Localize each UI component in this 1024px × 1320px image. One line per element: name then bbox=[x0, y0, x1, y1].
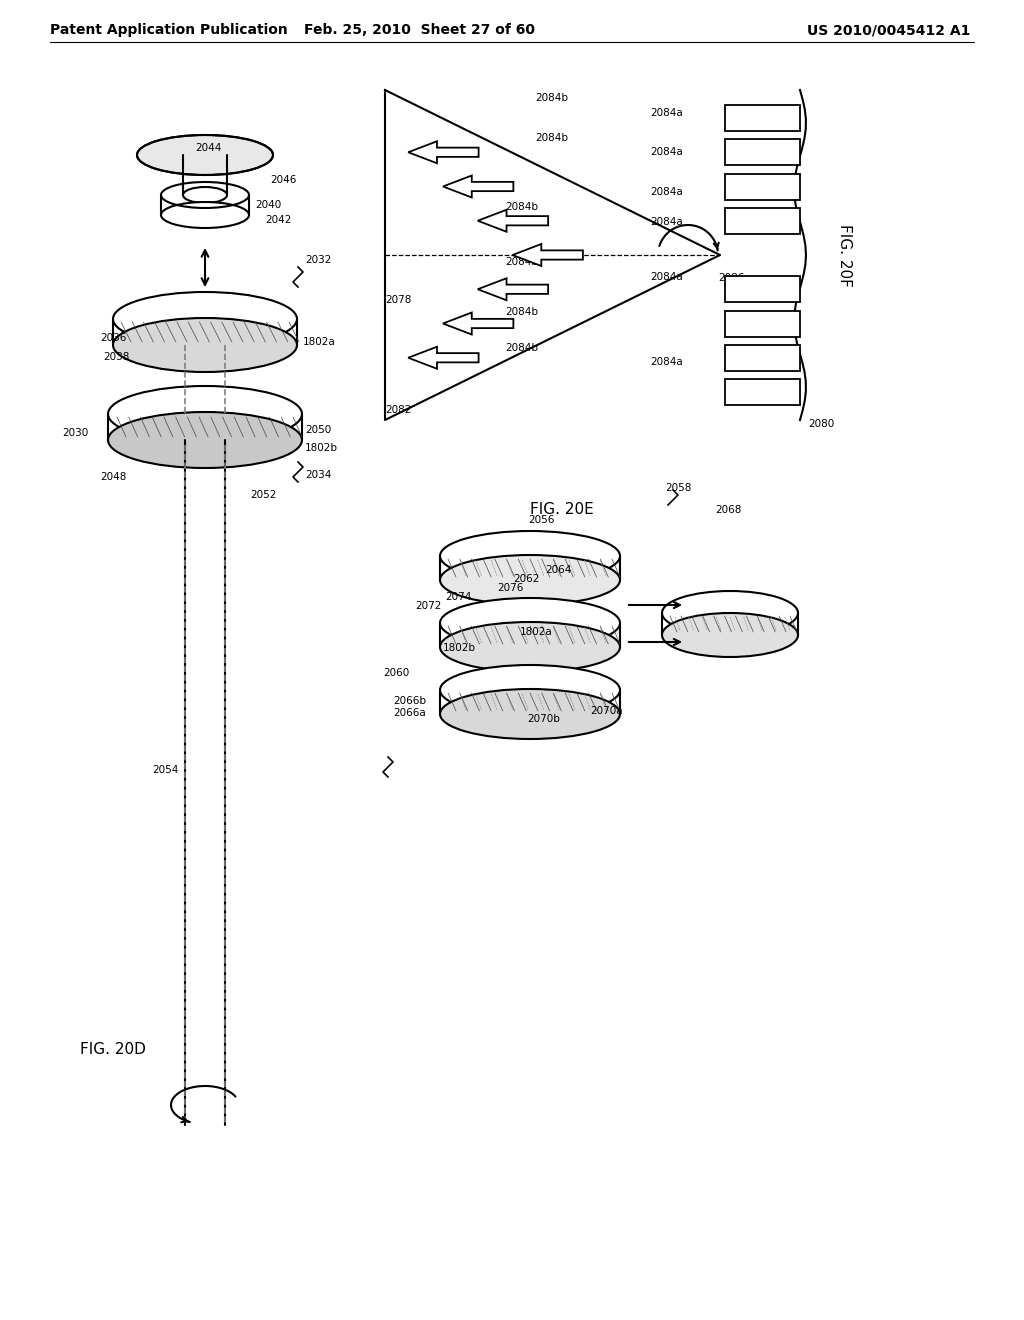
Text: 2034: 2034 bbox=[305, 470, 332, 480]
Text: 2050: 2050 bbox=[305, 425, 331, 436]
Text: 2054: 2054 bbox=[152, 766, 178, 775]
Text: 2076: 2076 bbox=[497, 583, 523, 593]
Ellipse shape bbox=[113, 318, 297, 372]
Text: 2066a: 2066a bbox=[393, 708, 426, 718]
Text: FIG. 20F: FIG. 20F bbox=[838, 223, 853, 286]
Text: 1802b: 1802b bbox=[443, 643, 476, 653]
Text: FIG. 20E: FIG. 20E bbox=[530, 503, 594, 517]
Text: Patent Application Publication: Patent Application Publication bbox=[50, 22, 288, 37]
Ellipse shape bbox=[161, 202, 249, 228]
Ellipse shape bbox=[137, 135, 273, 176]
FancyArrow shape bbox=[443, 313, 513, 334]
Bar bbox=[725, 345, 800, 371]
Bar bbox=[725, 207, 800, 234]
Text: 2084a: 2084a bbox=[650, 356, 683, 367]
Text: 2030: 2030 bbox=[62, 428, 88, 438]
Text: 2070a: 2070a bbox=[590, 706, 623, 715]
Text: 2084b: 2084b bbox=[505, 202, 538, 213]
Text: 2084a: 2084a bbox=[650, 147, 683, 157]
Text: 2084a: 2084a bbox=[650, 108, 683, 117]
Bar bbox=[725, 379, 800, 405]
Text: 2040: 2040 bbox=[255, 201, 282, 210]
Text: 2084b: 2084b bbox=[505, 308, 538, 317]
Text: 2070b: 2070b bbox=[527, 714, 560, 723]
Ellipse shape bbox=[662, 612, 798, 657]
Text: 2084b: 2084b bbox=[535, 133, 568, 143]
FancyArrow shape bbox=[478, 279, 548, 300]
Ellipse shape bbox=[662, 591, 798, 635]
Ellipse shape bbox=[183, 187, 227, 203]
Text: 2062: 2062 bbox=[513, 574, 540, 583]
Text: 1802b: 1802b bbox=[305, 444, 338, 453]
Text: 2038: 2038 bbox=[103, 352, 129, 362]
Text: 2066b: 2066b bbox=[393, 696, 426, 706]
Bar bbox=[725, 276, 800, 302]
Text: US 2010/0045412 A1: US 2010/0045412 A1 bbox=[807, 22, 970, 37]
FancyArrow shape bbox=[409, 347, 478, 368]
Text: 2032: 2032 bbox=[305, 255, 332, 265]
FancyArrow shape bbox=[512, 244, 583, 267]
Text: 2086: 2086 bbox=[718, 273, 744, 282]
Ellipse shape bbox=[440, 689, 620, 739]
Ellipse shape bbox=[440, 622, 620, 672]
Text: 2082: 2082 bbox=[385, 405, 412, 414]
Text: 2072: 2072 bbox=[415, 601, 441, 611]
Text: 2044: 2044 bbox=[195, 143, 221, 153]
Bar bbox=[725, 173, 800, 199]
Text: 2080: 2080 bbox=[808, 418, 835, 429]
FancyArrow shape bbox=[443, 176, 513, 198]
Text: 2052: 2052 bbox=[250, 490, 276, 500]
Ellipse shape bbox=[113, 292, 297, 346]
Ellipse shape bbox=[440, 598, 620, 648]
Ellipse shape bbox=[440, 665, 620, 715]
Text: 1802a: 1802a bbox=[303, 337, 336, 347]
Text: 2084a: 2084a bbox=[650, 216, 683, 227]
Ellipse shape bbox=[108, 412, 302, 469]
Text: 2074: 2074 bbox=[445, 591, 471, 602]
FancyArrow shape bbox=[409, 141, 478, 164]
Bar bbox=[725, 310, 800, 337]
Text: 2046: 2046 bbox=[270, 176, 296, 185]
Text: 2078: 2078 bbox=[385, 294, 412, 305]
Text: 2084b: 2084b bbox=[505, 343, 538, 352]
Text: 1802a: 1802a bbox=[520, 627, 553, 638]
Ellipse shape bbox=[108, 385, 302, 442]
Text: 2058: 2058 bbox=[665, 483, 691, 492]
Text: Feb. 25, 2010  Sheet 27 of 60: Feb. 25, 2010 Sheet 27 of 60 bbox=[304, 22, 536, 37]
Text: 2060: 2060 bbox=[383, 668, 410, 678]
Bar bbox=[725, 139, 800, 165]
Text: 2064: 2064 bbox=[545, 565, 571, 576]
Text: 2084b: 2084b bbox=[535, 92, 568, 103]
Text: 2068: 2068 bbox=[715, 506, 741, 515]
Text: 2056: 2056 bbox=[528, 515, 554, 525]
Text: FIG. 20D: FIG. 20D bbox=[80, 1043, 145, 1057]
Text: 2036: 2036 bbox=[100, 333, 126, 343]
Text: 2048: 2048 bbox=[100, 473, 126, 482]
Text: 2084a: 2084a bbox=[650, 187, 683, 197]
Ellipse shape bbox=[440, 554, 620, 605]
Bar bbox=[725, 106, 800, 131]
FancyArrow shape bbox=[478, 210, 548, 232]
Ellipse shape bbox=[440, 531, 620, 581]
Text: 2042: 2042 bbox=[265, 215, 292, 224]
Text: 2084b: 2084b bbox=[505, 257, 538, 267]
Text: 2084a: 2084a bbox=[650, 272, 683, 282]
